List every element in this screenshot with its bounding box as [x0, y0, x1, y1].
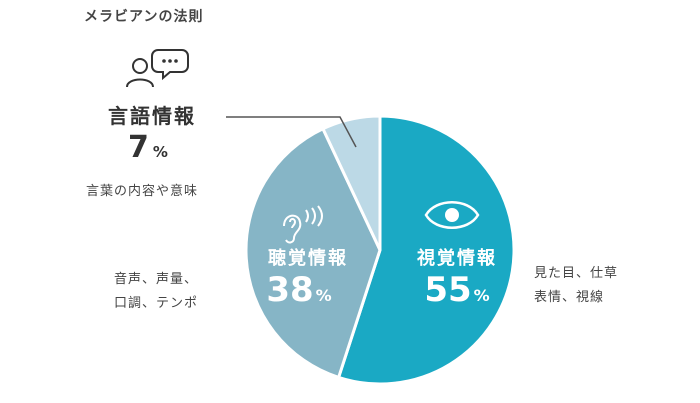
pie-slice-verbal: [320, 114, 382, 251]
vocal-description: 音声、声量、 口調、テンポ: [114, 272, 199, 311]
ear-icon: [283, 205, 323, 244]
pie-slices: [244, 114, 516, 386]
verbal-description: 言葉の内容や意味: [86, 184, 199, 199]
person-icon: [126, 58, 154, 88]
verbal-leader-line: [226, 116, 357, 148]
verbal-value: 7%: [128, 130, 168, 165]
vocal-value: 38%: [266, 270, 332, 310]
visual-value: 55%: [424, 270, 490, 310]
visual-description: 見た目、仕草 表情、視線: [534, 266, 619, 305]
vocal-label: 聴覚情報: [268, 248, 348, 269]
pie-slice-visual: [336, 114, 516, 386]
eye-icon: [424, 201, 480, 229]
chart-title: メラビアンの法則: [84, 9, 204, 25]
pie-slice-vocal: [244, 126, 382, 380]
speech-bubble-icon: [151, 49, 189, 81]
visual-label: 視覚情報: [417, 248, 497, 269]
verbal-label: 言語情報: [108, 104, 196, 128]
